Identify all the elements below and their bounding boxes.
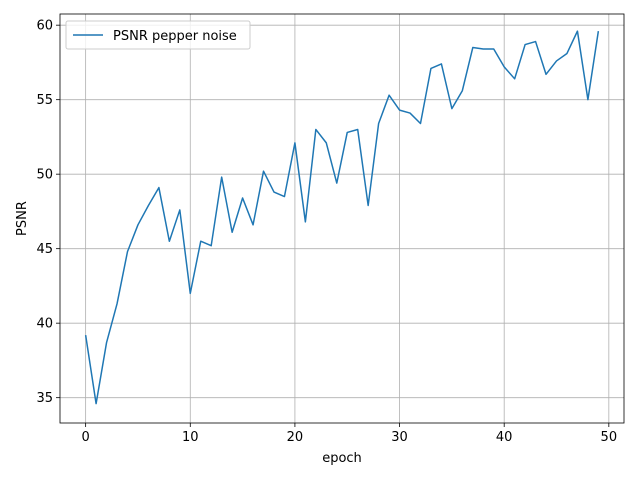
y-axis-label: PSNR	[15, 201, 30, 236]
y-tick-label: 50	[36, 168, 53, 183]
x-tick-label: 40	[496, 430, 513, 445]
plot-frame	[59, 13, 625, 424]
series-layer	[84, 30, 600, 405]
y-axis: 35 40 45 50 55 60	[36, 19, 60, 406]
x-tick-label: 10	[182, 430, 199, 445]
grid	[60, 14, 624, 423]
x-axis: 0 10 20 30 40 50	[81, 423, 617, 445]
y-tick-label: 40	[36, 317, 53, 332]
y-tick-label: 60	[36, 19, 53, 34]
series-line	[84, 30, 600, 405]
x-tick-label: 30	[391, 430, 408, 445]
y-tick-label: 55	[36, 93, 53, 108]
y-tick-label: 45	[36, 242, 53, 257]
legend-entry: PSNR pepper noise	[113, 29, 237, 44]
legend-box	[65, 20, 251, 50]
legend: PSNR pepper noise	[65, 20, 251, 50]
x-axis-label: epoch	[322, 451, 362, 466]
y-tick-label: 35	[36, 391, 53, 406]
x-tick-label: 20	[287, 430, 304, 445]
x-tick-label: 0	[81, 430, 89, 445]
x-tick-label: 50	[601, 430, 618, 445]
